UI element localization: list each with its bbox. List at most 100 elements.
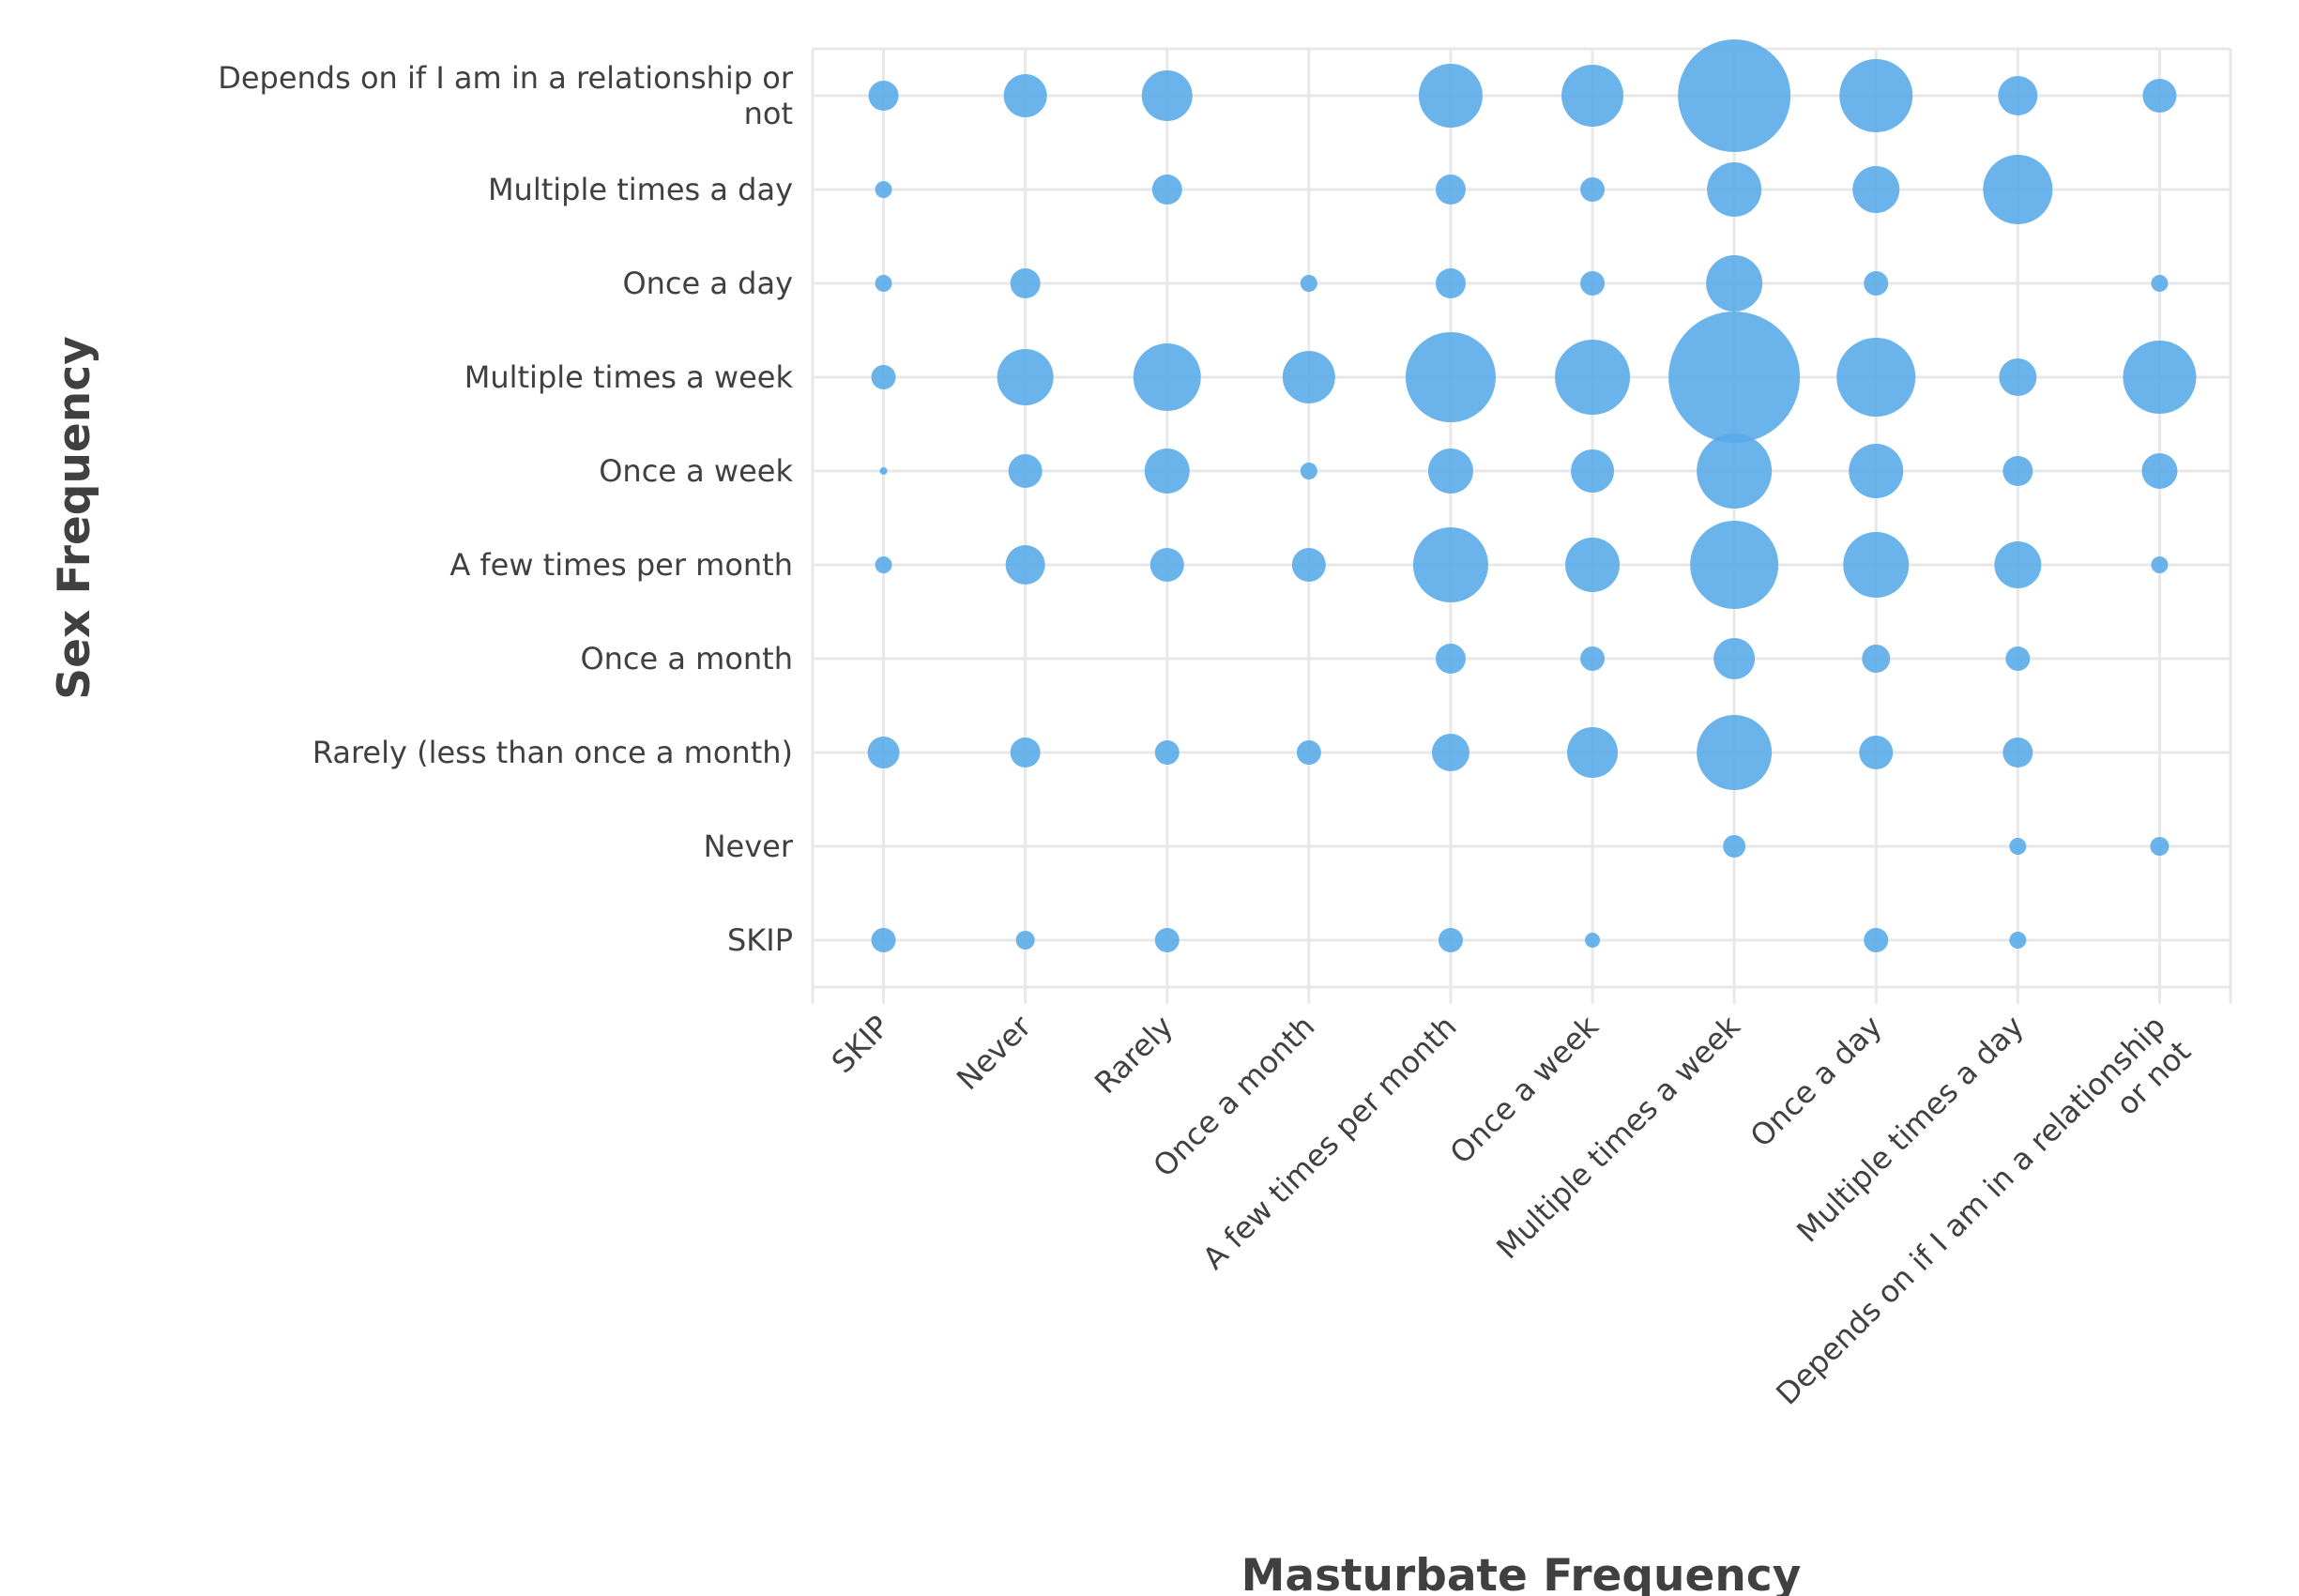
bubble	[1296, 740, 1321, 765]
bubble	[1010, 268, 1041, 298]
bubble	[1580, 177, 1606, 202]
x-tick-label: A few times per month	[1195, 1009, 1463, 1276]
bubble	[1003, 74, 1047, 117]
bubble	[1151, 175, 1182, 205]
bubble	[1405, 332, 1496, 422]
bubble	[1291, 548, 1326, 582]
bubble	[1859, 736, 1894, 769]
x-tick-label: SKIP	[825, 1009, 896, 1080]
bubble	[1678, 39, 1791, 152]
bubble	[2009, 932, 2027, 949]
bubble	[1585, 933, 1601, 948]
y-tick-label: Never	[704, 828, 794, 864]
bubble-series	[867, 39, 2197, 952]
bubble	[1580, 646, 1606, 671]
bubble	[875, 556, 892, 573]
bubble	[1839, 59, 1913, 132]
bubble	[1998, 76, 2038, 115]
bubble	[1697, 715, 1773, 790]
bubble	[875, 275, 892, 292]
bubble	[2005, 646, 2031, 671]
y-tick-label: Rarely (less than once a month)	[312, 735, 793, 770]
x-tick-label: Once a week	[1443, 1008, 1606, 1170]
bubble	[2150, 837, 2170, 856]
bubble	[1150, 548, 1184, 582]
bubble	[1555, 340, 1631, 415]
bubble	[2002, 737, 2033, 768]
x-tick-label: Never	[950, 1008, 1039, 1097]
bubble	[1713, 638, 1756, 679]
bubble	[1435, 175, 1466, 205]
x-tick-label: Rarely	[1088, 1009, 1180, 1101]
bubble	[1300, 463, 1317, 479]
bubble	[1565, 538, 1621, 592]
bubble	[2009, 838, 2027, 855]
bubble	[1438, 928, 1463, 952]
bubble	[867, 737, 900, 768]
bubble	[2142, 79, 2177, 113]
y-tick-label: SKIP	[727, 922, 793, 958]
bubble	[1994, 541, 2042, 588]
bubble	[1005, 545, 1045, 585]
bubble	[1580, 271, 1606, 296]
y-axis-title: Sex Frequency	[49, 336, 100, 700]
bubble	[2002, 456, 2033, 486]
bubble	[1690, 521, 1779, 609]
bubble	[1999, 358, 2037, 396]
bubble	[1706, 255, 1763, 312]
y-tick-label: Multiple times a day	[488, 172, 793, 207]
bubble	[868, 81, 899, 111]
bubble	[875, 181, 892, 198]
bubble	[871, 365, 896, 389]
bubble	[1435, 268, 1466, 298]
y-tick-label: Depends on if I am in a relationship or n…	[218, 60, 794, 131]
bubble	[1567, 727, 1619, 778]
bubble	[1010, 737, 1041, 768]
bubble	[1412, 527, 1488, 602]
bubble	[2151, 556, 2169, 573]
bubble	[2141, 453, 2178, 489]
bubble	[1431, 734, 1469, 771]
bubble	[1561, 65, 1624, 127]
bubble	[1862, 645, 1891, 673]
bubble	[1864, 271, 1889, 296]
bubble	[1144, 448, 1190, 494]
y-tick-label: Once a month	[580, 641, 793, 676]
bubble	[1133, 343, 1201, 411]
bubble	[997, 349, 1054, 405]
y-axis-tick-labels: Depends on if I am in a relationship or n…	[218, 60, 794, 958]
bubble	[1571, 449, 1615, 493]
bubble	[1015, 931, 1035, 950]
bubble	[1983, 155, 2053, 224]
bubble	[1707, 162, 1762, 217]
y-tick-label: A few times per month	[449, 547, 793, 583]
bubble	[1849, 444, 1904, 498]
bubble	[1864, 928, 1889, 952]
bubble	[1435, 644, 1466, 674]
bubble	[2151, 275, 2169, 292]
bubble	[1154, 928, 1180, 952]
bubble	[1154, 740, 1180, 765]
bubble	[1697, 433, 1773, 509]
x-tick-label: Multiple times a week	[1489, 1008, 1747, 1266]
bubble	[879, 467, 888, 475]
bubble	[1852, 166, 1900, 213]
y-tick-label: Multiple times a week	[464, 359, 794, 395]
x-tick-label: Multiple times a day	[1789, 1009, 2031, 1250]
bubble	[1836, 338, 1916, 417]
bubble	[1418, 64, 1483, 128]
bubble	[1282, 351, 1335, 403]
bubble	[1843, 532, 1910, 598]
bubble	[1008, 454, 1043, 488]
y-tick-label: Once a week	[599, 453, 793, 489]
bubble	[1300, 275, 1317, 292]
bubble	[1723, 835, 1746, 858]
bubble	[1427, 448, 1473, 494]
x-tick-label: Once a day	[1743, 1009, 1889, 1154]
bubble	[1668, 312, 1801, 443]
bubble	[871, 928, 896, 952]
y-tick-label: Once a day	[622, 266, 793, 301]
